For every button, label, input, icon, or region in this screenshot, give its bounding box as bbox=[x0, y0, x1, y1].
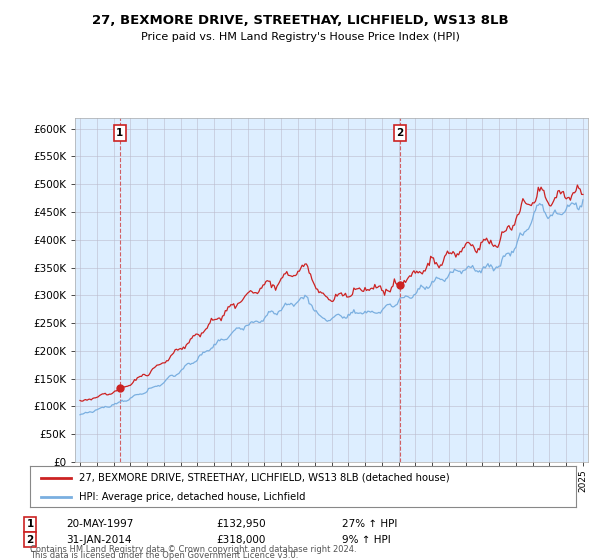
Text: Contains HM Land Registry data © Crown copyright and database right 2024.: Contains HM Land Registry data © Crown c… bbox=[30, 545, 356, 554]
Text: 31-JAN-2014: 31-JAN-2014 bbox=[66, 535, 131, 545]
Text: £132,950: £132,950 bbox=[216, 519, 266, 529]
Text: 9% ↑ HPI: 9% ↑ HPI bbox=[342, 535, 391, 545]
Text: 2: 2 bbox=[396, 128, 404, 138]
Text: 20-MAY-1997: 20-MAY-1997 bbox=[66, 519, 133, 529]
Text: 27% ↑ HPI: 27% ↑ HPI bbox=[342, 519, 397, 529]
Text: 27, BEXMORE DRIVE, STREETHAY, LICHFIELD, WS13 8LB: 27, BEXMORE DRIVE, STREETHAY, LICHFIELD,… bbox=[92, 14, 508, 27]
Text: HPI: Average price, detached house, Lichfield: HPI: Average price, detached house, Lich… bbox=[79, 492, 305, 502]
Text: £318,000: £318,000 bbox=[216, 535, 265, 545]
Text: 2: 2 bbox=[26, 535, 34, 545]
Text: Price paid vs. HM Land Registry's House Price Index (HPI): Price paid vs. HM Land Registry's House … bbox=[140, 32, 460, 43]
Text: 1: 1 bbox=[116, 128, 124, 138]
Text: This data is licensed under the Open Government Licence v3.0.: This data is licensed under the Open Gov… bbox=[30, 551, 298, 560]
Text: 1: 1 bbox=[26, 519, 34, 529]
Text: 27, BEXMORE DRIVE, STREETHAY, LICHFIELD, WS13 8LB (detached house): 27, BEXMORE DRIVE, STREETHAY, LICHFIELD,… bbox=[79, 473, 450, 483]
